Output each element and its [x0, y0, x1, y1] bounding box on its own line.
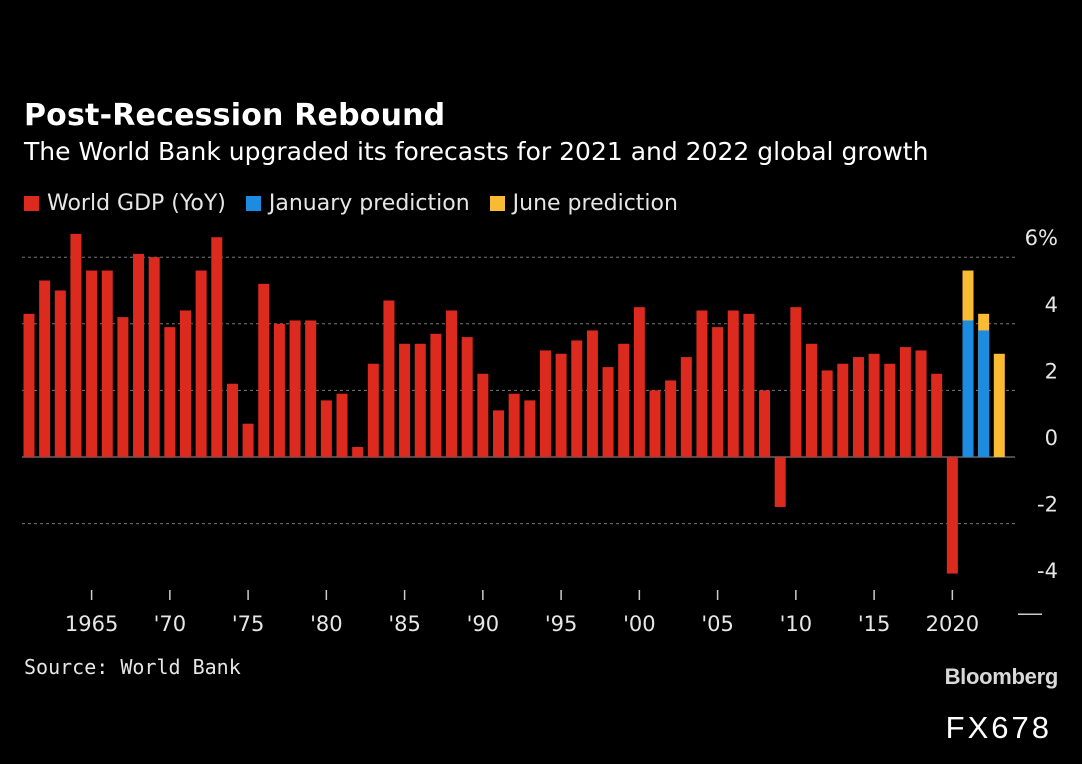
- gdp-bar: [618, 343, 630, 457]
- x-tick-label: '10: [780, 612, 813, 636]
- legend-swatch-june: [489, 196, 505, 211]
- y-tick-label: 2: [1045, 359, 1058, 383]
- legend-item-january: January prediction: [245, 191, 470, 216]
- gdp-bar: [806, 343, 817, 457]
- gdp-bar: [305, 320, 317, 457]
- watermark-code: FX678: [945, 710, 1052, 745]
- gdp-bar: [352, 447, 364, 457]
- gdp-bar: [258, 283, 270, 457]
- gdp-bar: [555, 353, 567, 457]
- gdp-bar: [884, 363, 896, 457]
- gdp-bar: [164, 327, 176, 457]
- gdp-bar: [508, 393, 520, 457]
- gdp-bar: [39, 280, 51, 457]
- gdp-bar: [195, 270, 207, 457]
- x-tick-label: '85: [388, 612, 421, 636]
- y-tick-label: 0: [1045, 426, 1058, 450]
- y-tick-label: 4: [1045, 293, 1058, 317]
- gdp-bar: [571, 340, 583, 457]
- gdp-bar: [320, 400, 332, 457]
- gdp-bar: [821, 370, 833, 457]
- gdp-bar: [23, 313, 35, 457]
- january-prediction-bar: [962, 320, 974, 457]
- gdp-bar: [367, 363, 379, 457]
- gdp-bar: [852, 357, 864, 457]
- gdp-bar: [759, 390, 771, 457]
- x-tick-label: '05: [701, 612, 734, 636]
- gdp-bar: [586, 330, 598, 457]
- gdp-bar: [336, 393, 348, 457]
- chart-legend: World GDP (YoY) January prediction June …: [24, 191, 698, 216]
- y-tick-label: -4: [1037, 559, 1058, 583]
- gdp-bar: [430, 333, 442, 457]
- gdp-bar: [524, 400, 536, 457]
- legend-item-gdp: World GDP (YoY): [24, 191, 226, 216]
- y-tick-label: 6%: [1025, 226, 1058, 250]
- june-prediction-bar: [993, 353, 1005, 457]
- gdp-bar: [148, 257, 160, 457]
- x-tick-label: 1965: [65, 612, 118, 636]
- gdp-bar: [226, 383, 238, 457]
- gdp-bar: [273, 323, 285, 457]
- x-tick-label: '15: [858, 612, 891, 636]
- x-tick-label: 2020: [926, 612, 979, 636]
- gdp-bar: [633, 307, 645, 457]
- gdp-bar: [931, 373, 943, 457]
- gdp-bar: [399, 343, 411, 457]
- x-tick-label: '75: [232, 612, 265, 636]
- gdp-bar: [790, 307, 802, 457]
- gdp-bar: [665, 380, 677, 457]
- x-tick-label: '70: [154, 612, 187, 636]
- gdp-bar: [774, 457, 786, 507]
- gdp-bar: [477, 373, 489, 457]
- gdp-bar: [727, 310, 739, 457]
- gdp-bar: [696, 310, 708, 457]
- legend-label-june: June prediction: [512, 191, 678, 216]
- gdp-bar: [743, 313, 755, 457]
- gdp-bar: [86, 270, 98, 457]
- gdp-bar: [101, 270, 113, 457]
- january-prediction-bar: [978, 330, 990, 457]
- legend-item-june: June prediction: [489, 191, 678, 216]
- legend-swatch-gdp: [24, 196, 39, 211]
- gdp-bar: [211, 237, 223, 457]
- source-note: Source: World Bank: [24, 655, 241, 679]
- gdp-bar: [383, 300, 395, 457]
- legend-swatch-january: [245, 196, 261, 211]
- gdp-bar: [899, 347, 911, 457]
- gdp-bar: [837, 363, 849, 457]
- gdp-bar: [242, 423, 254, 457]
- bloomberg-logo: Bloomberg: [944, 664, 1059, 689]
- x-tick-label: '80: [310, 612, 343, 636]
- legend-label-january: January prediction: [268, 191, 470, 216]
- gdp-bar: [461, 337, 473, 457]
- x-tick-label: '00: [623, 612, 656, 636]
- chart-subtitle: The World Bank upgraded its forecasts fo…: [24, 137, 929, 166]
- gdp-bar: [414, 343, 426, 457]
- legend-label-gdp: World GDP (YoY): [47, 191, 226, 216]
- gdp-bar: [54, 290, 66, 457]
- gdp-bar: [70, 233, 82, 457]
- gdp-bar: [649, 390, 661, 457]
- y-tick-label: -2: [1037, 493, 1058, 517]
- gdp-bar: [446, 310, 458, 457]
- x-tick-label: '95: [545, 612, 578, 636]
- gdp-bar: [539, 350, 551, 457]
- gdp-bar: [915, 350, 927, 457]
- gdp-bar: [680, 357, 692, 457]
- x-tick-label: '90: [467, 612, 500, 636]
- gdp-bar: [493, 410, 504, 457]
- gdp-bar: [946, 457, 958, 574]
- gdp-bar: [712, 327, 724, 457]
- gdp-bar: [117, 317, 129, 457]
- chart-title: Post-Recession Rebound: [24, 98, 446, 133]
- gdp-bar: [180, 310, 191, 457]
- gdp-bar: [868, 353, 880, 457]
- gdp-bar: [289, 320, 301, 457]
- gdp-bar: [133, 253, 145, 457]
- gdp-bar: [602, 367, 614, 457]
